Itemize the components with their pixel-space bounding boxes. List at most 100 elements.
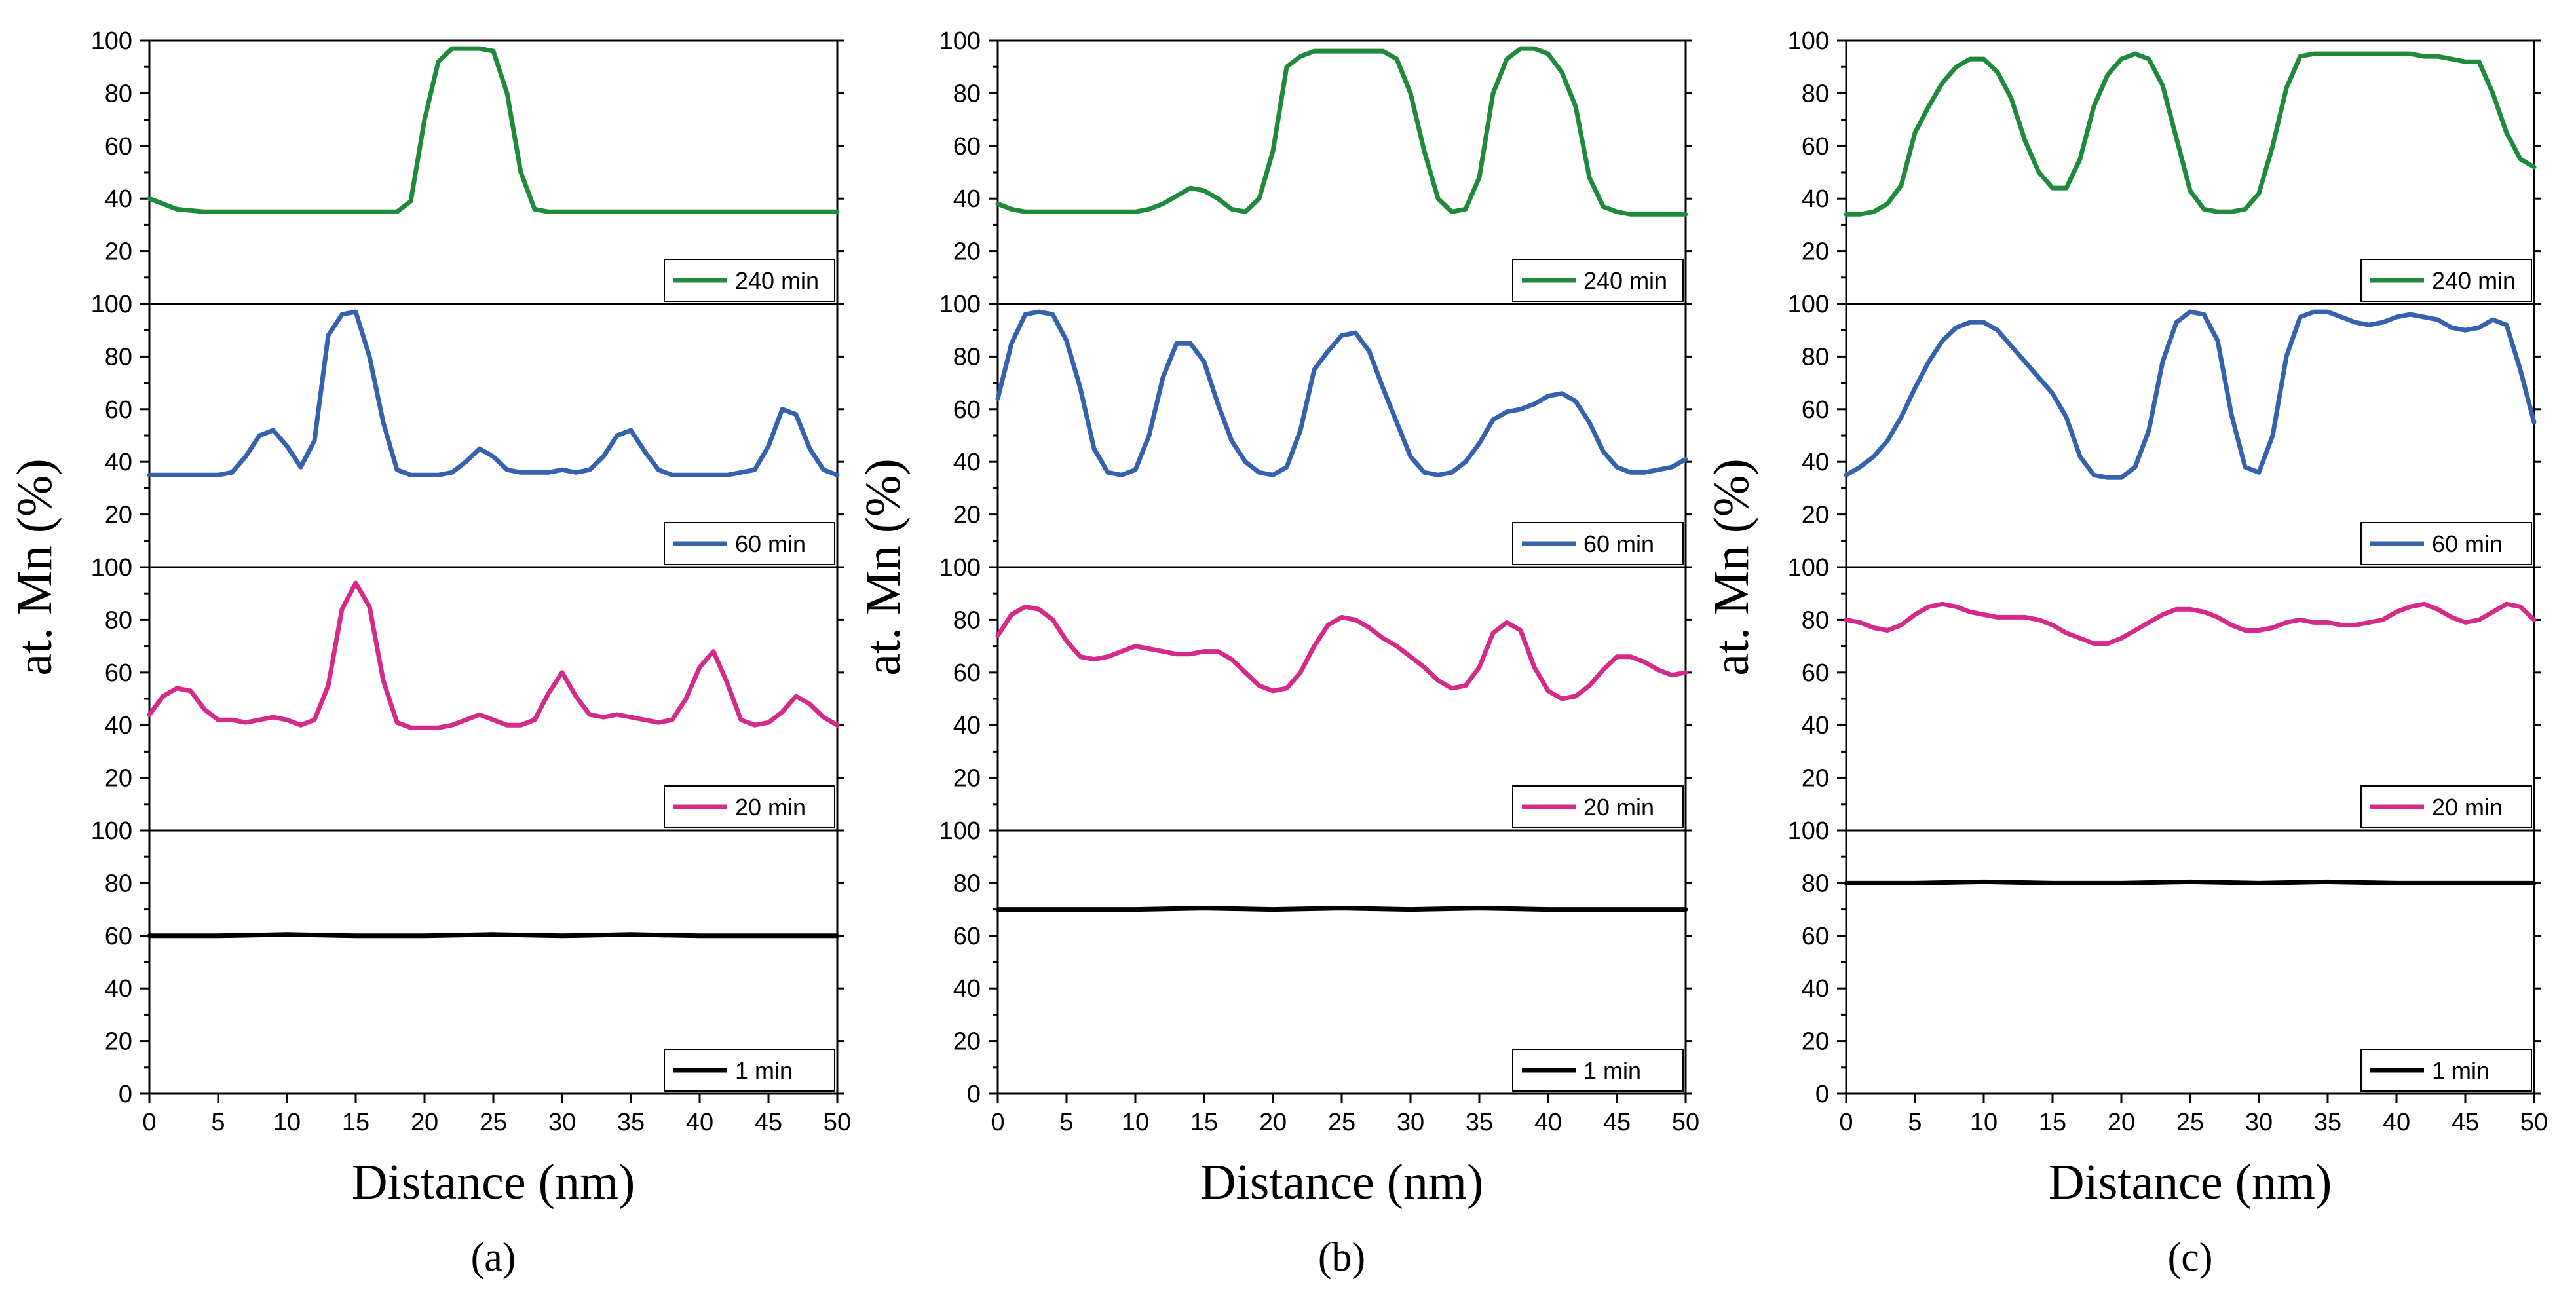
y-tick-label: 0 [967,1081,981,1108]
y-tick-label: 20 [105,238,132,266]
y-tick-label: 100 [91,291,132,318]
x-tick-label: 20 [2108,1109,2135,1136]
legend-label: 240 min [2432,267,2516,294]
panel-caption: (c) [2168,1235,2213,1280]
series-line-1-min [995,906,1688,912]
panel-0: 0 20 40 60 80 100 240 min [1788,28,2541,318]
x-tick-label: 5 [1059,1109,1073,1136]
x-tick-label: 50 [824,1109,851,1136]
y-tick-label: 0 [1815,817,1829,845]
y-axis-title: at. Mn (%) [7,458,62,675]
x-tick-label: 5 [211,1109,225,1136]
y-tick-label: 100 [939,554,981,582]
y-tick-label: 80 [105,606,132,634]
y-tick-label: 40 [105,449,132,476]
y-tick-label: 100 [91,817,132,845]
x-tick-label: 0 [1839,1109,1853,1136]
x-tick-label: 0 [142,1109,156,1136]
y-tick-label: 100 [91,554,132,582]
series-line-240-min [1844,51,2537,217]
y-tick-label: 100 [1788,817,1829,845]
legend-label: 60 min [1583,530,1654,557]
y-tick-label: 100 [939,291,981,318]
y-tick-label: 80 [1802,870,1829,897]
x-tick-label: 35 [1466,1109,1493,1136]
series-line-20-min [1844,601,2537,646]
y-tick-label: 100 [1788,291,1829,318]
y-tick-label: 20 [105,502,132,529]
legend-label: 1 min [1583,1057,1641,1084]
y-tick-label: 60 [105,133,132,160]
series-line-1-min [1844,879,2537,885]
y-tick-label: 0 [967,817,981,845]
y-tick-label: 20 [1802,502,1829,529]
legend-label: 1 min [735,1057,793,1084]
x-tick-label: 40 [2383,1109,2410,1136]
y-tick-label: 0 [1815,291,1829,318]
x-tick-label: 5 [1908,1109,1922,1136]
y-tick-label: 80 [105,80,132,107]
y-tick-label: 40 [1802,712,1829,739]
x-tick-label: 15 [2039,1109,2066,1136]
panel-0: 0 20 40 60 80 100 240 min [91,28,844,318]
x-tick-label: 30 [1397,1109,1424,1136]
panel-1: 0 20 40 60 80 100 60 min [1788,291,2541,582]
panel-3: 0 20 40 60 80 100 1 min [1788,817,2541,1108]
legend-label: 240 min [1583,267,1667,294]
y-tick-label: 100 [1788,28,1829,55]
x-tick-label: 35 [2314,1109,2341,1136]
y-tick-label: 20 [953,1028,981,1056]
y-tick-label: 40 [1802,449,1829,476]
series-line-20-min [995,604,1688,701]
y-tick-label: 20 [1802,765,1829,792]
series-line-20-min [147,580,840,730]
x-tick-label: 10 [1970,1109,1998,1136]
series-line-60-min [147,309,840,477]
x-tick-label: 25 [2176,1109,2204,1136]
series-line-1-min [147,932,840,939]
legend-label: 20 min [2432,794,2503,821]
y-tick-label: 80 [105,343,132,371]
x-tick-label: 50 [1672,1109,1699,1136]
legend-label: 60 min [2432,530,2503,557]
y-tick-label: 60 [105,923,132,950]
panel-1: 0 20 40 60 80 100 60 min [91,291,844,582]
y-tick-label: 60 [953,133,981,160]
series-line-60-min [995,309,1688,477]
series-line-240-min [147,46,840,214]
y-tick-label: 60 [953,396,981,424]
y-tick-label: 80 [1802,343,1829,371]
y-tick-label: 20 [1802,1028,1829,1056]
y-tick-label: 80 [105,870,132,897]
y-tick-label: 0 [119,817,132,845]
series-line-240-min [995,46,1688,217]
panel-caption: (b) [1318,1235,1365,1280]
x-tick-label: 20 [411,1109,438,1136]
y-tick-label: 60 [105,660,132,687]
y-tick-label: 80 [1802,606,1829,634]
x-tick-label: 30 [2245,1109,2273,1136]
panel-1: 0 20 40 60 80 100 60 min [939,291,1692,582]
panel-0: 0 20 40 60 80 100 240 min [939,28,1692,318]
legend-label: 20 min [1583,794,1654,821]
y-tick-label: 60 [1802,396,1829,424]
y-tick-label: 100 [939,817,981,845]
y-tick-label: 60 [1802,660,1829,687]
x-tick-label: 50 [2520,1109,2548,1136]
y-tick-label: 20 [953,238,981,266]
y-tick-label: 60 [105,396,132,424]
y-tick-label: 40 [953,185,981,213]
panel-3: 0 20 40 60 80 100 1 min [939,817,1692,1108]
y-tick-label: 20 [1802,238,1829,266]
x-tick-label: 40 [1534,1109,1562,1136]
y-tick-label: 60 [953,923,981,950]
x-tick-label: 45 [2452,1109,2479,1136]
y-tick-label: 20 [953,765,981,792]
y-tick-label: 60 [1802,133,1829,160]
y-tick-label: 0 [967,291,981,318]
y-tick-label: 0 [967,554,981,582]
panel-2: 0 20 40 60 80 100 20 min [91,554,844,845]
x-tick-label: 25 [1328,1109,1355,1136]
